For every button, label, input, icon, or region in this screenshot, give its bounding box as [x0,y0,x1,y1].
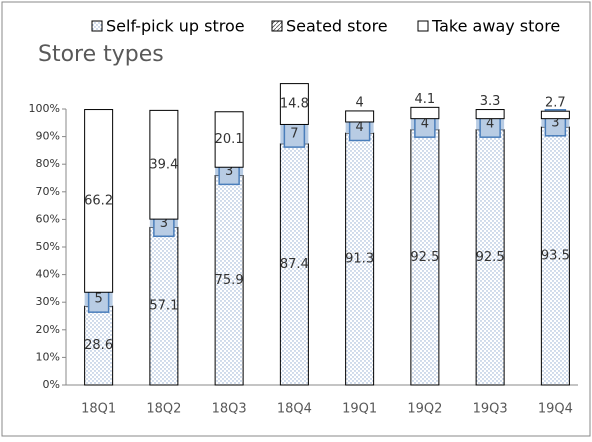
data-label: 57.1 [149,299,178,314]
data-label: 4 [355,120,363,135]
data-label: 7 [290,127,298,142]
legend-swatch [91,20,103,32]
legend-label: Take away store [431,17,560,36]
x-tick-label: 18Q2 [146,402,181,417]
bar-segment [475,129,505,386]
x-tick-label: 19Q4 [538,402,573,417]
legend-label: Seated store [286,17,388,36]
data-label: 92.5 [476,250,505,265]
data-label: 3 [551,115,559,130]
data-label: 3.3 [480,94,501,109]
data-label: 93.5 [541,248,570,263]
bar-segment [149,109,179,220]
data-label: 4 [421,117,429,132]
bar-segment [84,305,114,386]
y-tick-label: 80% [36,157,60,170]
data-label: 87.4 [280,257,309,272]
bar-segment [84,109,114,293]
x-tick-label: 18Q3 [212,402,247,417]
bar-segment [279,143,309,386]
bar-segment [410,129,440,386]
bar-segment [540,126,570,386]
data-label: 3 [225,164,233,179]
bar-segment [149,226,179,386]
y-tick-label: 60% [36,212,60,225]
data-label: 39.4 [149,157,178,172]
bar-segment [475,109,505,120]
y-tick-label: 10% [36,350,60,363]
y-tick-label: 40% [36,268,60,281]
y-tick-label: 100% [29,102,60,115]
data-label: 3 [160,216,168,231]
data-label: 66.2 [84,193,113,208]
legend-swatch [271,20,283,32]
y-tick-label: 0% [43,378,60,391]
y-tick-label: 70% [36,185,60,198]
data-label: 28.6 [84,338,113,353]
x-tick-label: 18Q4 [277,402,312,417]
x-tick-label: 19Q1 [342,402,377,417]
data-label: 4 [486,117,494,132]
y-tick-label: 30% [36,295,60,308]
x-tick-label: 18Q1 [81,402,116,417]
chart-title: Store types [38,42,164,67]
legend-label: Self-pick up stroe [106,17,245,36]
bar-segment [279,83,309,125]
data-label: 14.8 [280,97,309,112]
data-label: 4.1 [415,92,436,107]
data-label: 2.7 [545,96,566,111]
data-label: 91.3 [345,252,374,267]
bar-segment [540,110,570,120]
data-label: 75.9 [215,273,244,288]
y-tick-label: 50% [36,240,60,253]
data-label: 4 [355,95,363,110]
y-tick-label: 20% [36,323,60,336]
bar-segment [214,111,244,168]
y-tick-label: 90% [36,130,60,143]
x-tick-label: 19Q2 [407,402,442,417]
legend-swatch [417,20,429,32]
data-label: 92.5 [410,250,439,265]
bar-segment [345,110,375,123]
bar-segment [410,106,440,120]
x-tick-label: 19Q3 [473,402,508,417]
data-label: 20.1 [215,132,244,147]
data-label: 5 [94,292,102,307]
